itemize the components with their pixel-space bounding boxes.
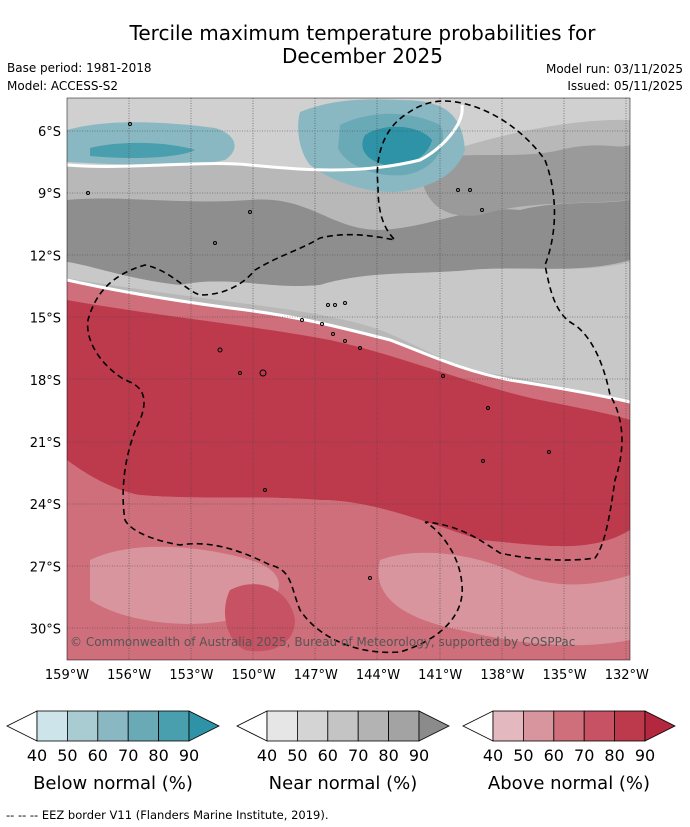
colorbar-title: Near normal (%) <box>269 773 418 794</box>
colorbar-max-arrow <box>418 710 450 742</box>
islands <box>86 122 551 580</box>
colorbar-segment <box>127 710 159 742</box>
colorbar-max-arrow <box>644 710 676 742</box>
boundary-above <box>67 278 630 404</box>
colorbar-tick: 80 <box>148 746 168 765</box>
colorbar-tick: 90 <box>179 746 199 765</box>
colorbar-tick: 60 <box>88 746 108 765</box>
colorbar-min-arrow <box>462 710 494 742</box>
near-normal-dark-patch <box>420 145 630 216</box>
colorbar-segment <box>492 710 524 742</box>
lon-label: 147°W <box>294 668 338 683</box>
colorbar-segment <box>67 710 99 742</box>
lon-label: 150°W <box>232 668 276 683</box>
colorbar-tick: 50 <box>287 746 307 765</box>
base-period: Base period: 1981-2018 <box>7 61 152 75</box>
lon-label: 135°W <box>543 668 587 683</box>
lat-label: 24°S <box>30 498 61 513</box>
colorbar-segment <box>357 710 390 742</box>
colorbar-tick: 60 <box>544 746 564 765</box>
colorbar-segment <box>296 710 329 742</box>
colorbar-tick: 70 <box>574 746 594 765</box>
lon-label: 132°W <box>605 668 649 683</box>
colorbar-title: Above normal (%) <box>488 773 650 794</box>
longitude-labels: 159°W 156°W 153°W 150°W 147°W 144°W 141°W 138°W… <box>45 668 649 683</box>
below-normal-central-core <box>362 126 432 166</box>
gridlines <box>67 98 630 660</box>
lon-label: 156°W <box>107 668 151 683</box>
lon-label: 141°W <box>418 668 462 683</box>
colorbar-segment <box>553 710 585 742</box>
eez-border <box>86 100 623 654</box>
lon-label: 144°W <box>356 668 400 683</box>
colorbar-segment <box>583 710 616 742</box>
lat-label: 12°S <box>30 249 61 264</box>
colorbar-segment <box>158 710 190 742</box>
colorbar-min-arrow <box>236 710 268 742</box>
title-line-1: Tercile maximum temperature probabilitie… <box>129 21 596 45</box>
map-frame <box>66 97 631 661</box>
colorbar: 40 50 60 70 80 90 Below normal (%) <box>6 710 220 794</box>
model-name: Model: ACCESS-S2 <box>7 79 119 93</box>
lat-label: 30°S <box>30 623 61 638</box>
colorbar-tick: 50 <box>513 746 533 765</box>
lon-label: 138°W <box>480 668 524 683</box>
lat-label: 9°S <box>38 187 61 202</box>
colorbar-tick: 70 <box>348 746 368 765</box>
below-normal-west-core <box>90 142 195 158</box>
colorbar-tick: 60 <box>318 746 338 765</box>
colorbar-max-arrow <box>188 710 220 742</box>
colorbar-tick: 70 <box>118 746 138 765</box>
model-run: Model run: 03/11/2025 <box>545 62 683 76</box>
above-normal-core <box>67 300 630 547</box>
above-normal-light-se <box>378 552 630 646</box>
colorbar: 40 50 60 70 80 90 Near normal (%) <box>236 710 450 794</box>
above-normal-south-patch <box>225 584 295 652</box>
copyright-notice: © Commonwealth of Australia 2025, Bureau… <box>70 635 575 649</box>
colorbar-legends: 40 50 60 70 80 90 Below normal (%) 40 50 60 70 80 90… <box>6 710 676 794</box>
near-normal-transition <box>67 262 630 400</box>
lat-label: 15°S <box>30 312 61 327</box>
lat-label: 18°S <box>30 374 61 389</box>
colorbar-title: Below normal (%) <box>33 773 193 794</box>
lon-label: 159°W <box>45 668 89 683</box>
lat-label: 6°S <box>38 125 61 140</box>
colorbar-tick: 40 <box>257 746 277 765</box>
latitude-labels: 6°S 9°S 12°S 15°S 18°S 21°S 24°S 27°S 30°S <box>30 125 61 638</box>
colorbar: 40 50 60 70 80 90 Above normal (%) <box>462 710 676 794</box>
colorbar-segment <box>36 710 68 742</box>
near-normal-dark-band <box>67 198 630 287</box>
colorbar-tick: 80 <box>378 746 398 765</box>
map-field: © Commonwealth of Australia 2025, Bureau… <box>67 98 630 660</box>
lon-label: 153°W <box>169 668 213 683</box>
colorbar-tick: 40 <box>483 746 503 765</box>
title-line-2: December 2025 <box>282 44 443 68</box>
eez-footnote: -- -- -- EEZ border V11 (Flanders Marine… <box>6 808 329 822</box>
colorbar-segment <box>388 710 420 742</box>
colorbar-segment <box>327 710 359 742</box>
colorbar-segment <box>614 710 646 742</box>
colorbar-segment <box>266 710 298 742</box>
colorbar-tick: 40 <box>27 746 47 765</box>
boundary-below <box>67 104 464 172</box>
map-title: Tercile maximum temperature probabilitie… <box>0 22 690 68</box>
colorbar-segment <box>97 710 129 742</box>
colorbar-tick: 90 <box>635 746 655 765</box>
issued-date: Issued: 05/11/2025 <box>567 79 683 93</box>
colorbar-min-arrow <box>6 710 38 742</box>
colorbar-tick: 90 <box>409 746 429 765</box>
lat-label: 27°S <box>30 560 61 575</box>
lat-label: 21°S <box>30 436 61 451</box>
colorbar-segment <box>523 710 555 742</box>
colorbar-tick: 50 <box>57 746 77 765</box>
colorbar-tick: 80 <box>604 746 624 765</box>
